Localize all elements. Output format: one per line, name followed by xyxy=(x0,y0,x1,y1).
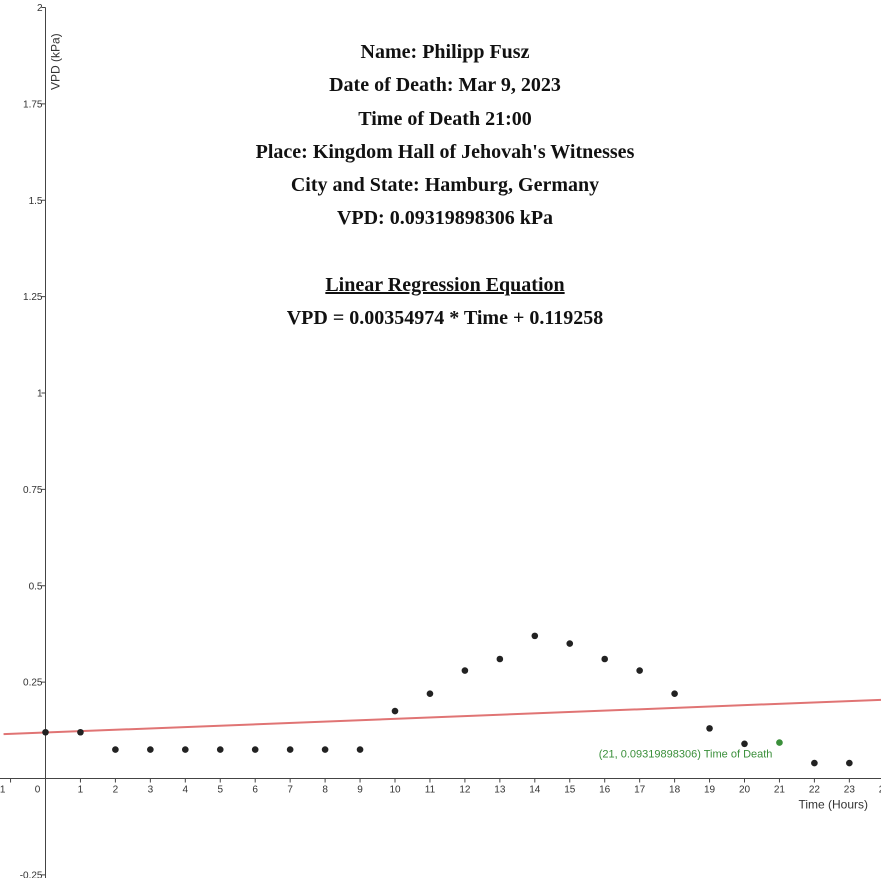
info-block: Name: Philipp Fusz Date of Death: Mar 9,… xyxy=(0,36,881,335)
name-line: Name: Philipp Fusz xyxy=(360,41,530,63)
y-tick-label: 1.25 xyxy=(23,292,43,303)
y-tick-label: 0.5 xyxy=(29,581,43,592)
x-tick-label: 24 xyxy=(879,785,881,796)
y-tick-label: 1.75 xyxy=(23,99,43,110)
regression-line xyxy=(3,698,881,736)
time-of-death-point xyxy=(776,739,783,746)
data-point xyxy=(811,759,818,767)
y-tick-label: 0.75 xyxy=(23,485,43,496)
x-axis-title: Time (Hours) xyxy=(798,798,868,812)
data-point xyxy=(601,655,608,663)
x-tick-label: 18 xyxy=(669,785,681,796)
x-tick-label: 7 xyxy=(287,785,293,796)
x-tick-label: 22 xyxy=(809,785,821,796)
regression-heading: Linear Regression Equation xyxy=(325,273,565,296)
data-point xyxy=(531,632,539,640)
x-tick-label: 12 xyxy=(459,785,471,796)
x-tick-label: 6 xyxy=(252,785,258,796)
x-tick-label: 20 xyxy=(739,785,751,796)
x-tick-label: 13 xyxy=(494,785,506,796)
data-point xyxy=(496,655,504,663)
y-tick-label: 1.5 xyxy=(29,196,43,207)
data-point xyxy=(636,667,643,674)
data-point xyxy=(147,746,154,753)
x-tick-label: 1 xyxy=(78,785,84,796)
data-point xyxy=(426,690,434,697)
x-tick-label: 8 xyxy=(322,785,328,796)
y-tick-label: 2 xyxy=(37,3,43,14)
x-tick-label: 16 xyxy=(599,785,611,796)
data-point xyxy=(77,728,84,736)
date-of-death-line: Date of Death: Mar 9, 2023 xyxy=(329,74,561,97)
regression-line-group xyxy=(3,698,881,736)
x-tick-label: 2 xyxy=(113,785,119,796)
data-point xyxy=(566,640,574,647)
x-tick-label: -1 xyxy=(0,785,6,796)
x-tick-label: 0 xyxy=(35,785,41,796)
time-of-death-annotation: (21, 0.09319898306) Time of Death xyxy=(599,749,773,761)
x-tick-label: 10 xyxy=(389,785,401,796)
data-point xyxy=(182,746,189,753)
time-of-death-line: Time of Death 21:00 xyxy=(358,107,532,130)
y-tick-label: 0.25 xyxy=(23,678,43,689)
x-tick-label: 23 xyxy=(844,785,856,796)
data-point xyxy=(356,746,364,753)
regression-equation: VPD = 0.00354974 * Time + 0.119258 xyxy=(286,307,604,330)
data-points xyxy=(42,632,853,767)
x-tick-label: 17 xyxy=(634,785,646,796)
x-tick-label: 9 xyxy=(357,785,363,796)
x-tick-label: 15 xyxy=(564,785,576,796)
data-point xyxy=(216,746,224,753)
y-axis-title: VPD (kPa) xyxy=(49,33,63,90)
place-line: Place: Kingdom Hall of Jehovah's Witness… xyxy=(255,140,635,163)
x-tick-label: 4 xyxy=(183,785,189,796)
y-tick-label: -0.25 xyxy=(20,870,43,878)
vpd-line: VPD: 0.09319898306 kPa xyxy=(336,207,554,230)
data-point xyxy=(251,746,259,753)
x-tick-label: 11 xyxy=(425,785,436,796)
data-point xyxy=(391,707,399,715)
x-tick-label: 3 xyxy=(148,785,154,796)
data-point xyxy=(706,725,713,732)
data-point xyxy=(461,667,469,674)
data-point xyxy=(846,759,853,767)
x-tick-label: 19 xyxy=(704,785,716,796)
spacer xyxy=(0,236,881,269)
data-point xyxy=(321,746,329,753)
x-tick-label: 5 xyxy=(217,785,223,796)
x-tick-label: 21 xyxy=(774,785,786,796)
city-state-line: City and State: Hamburg, Germany xyxy=(290,174,600,197)
data-point xyxy=(42,728,49,736)
y-tick-label: 1 xyxy=(37,389,43,400)
data-point xyxy=(671,690,678,697)
data-point xyxy=(286,746,294,753)
x-axis: -101234567891011121314151617181920212223… xyxy=(0,778,881,796)
data-point xyxy=(112,746,119,753)
x-tick-label: 14 xyxy=(529,785,541,796)
data-point xyxy=(741,740,748,748)
